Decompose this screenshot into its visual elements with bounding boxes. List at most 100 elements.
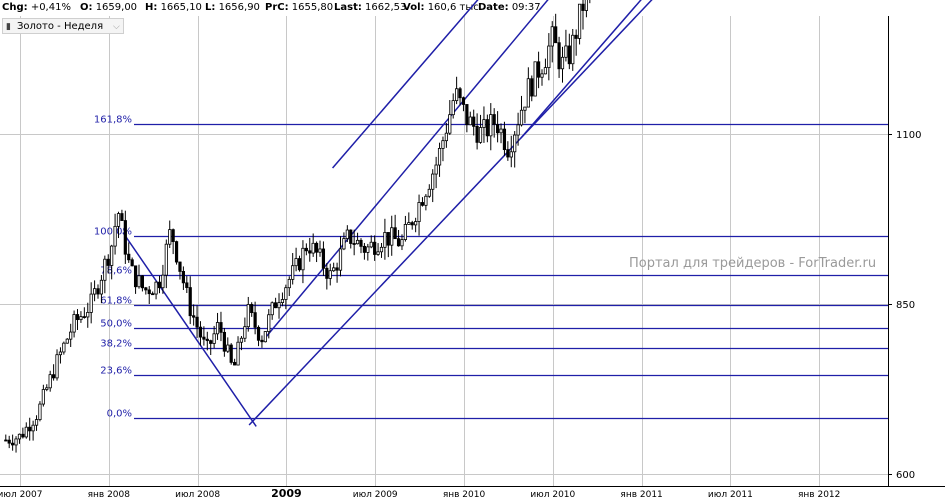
candle-body [465,104,469,126]
grip-icon: ▮ [6,22,11,32]
chevron-down-icon[interactable]: ⌵ [113,22,120,32]
x-tick-label: янв 2010 [443,490,486,500]
candle-body [383,232,387,248]
candle-body [325,267,329,279]
candle-body [215,322,220,335]
candle-body [431,173,435,190]
candle-body [478,127,483,143]
candle-body [335,267,339,271]
candle-body [144,287,148,291]
fib_lower-label: 61,8% [100,296,132,307]
x-tick-label: янв 2008 [88,490,131,500]
candle-body [195,316,199,328]
candle-body [420,202,425,206]
candle-body [92,288,97,295]
candle-body [554,26,558,44]
candle-body [355,239,360,245]
candle-body [427,188,431,197]
candle-body [403,224,407,240]
candle-body [34,419,39,426]
candle-body [567,45,571,65]
candle-body [55,354,59,379]
candle-body [209,340,213,344]
candle-body [530,78,534,97]
candle-body [263,331,267,343]
stat-high: H: 1665,10 [145,2,202,13]
trend-lines [122,0,653,427]
candle-body [407,222,411,225]
x-tick-label: 2009 [271,487,302,500]
candle-body [458,88,462,99]
candle-body [417,202,421,222]
x-tick-label: июл 2010 [530,490,575,500]
grid [0,16,888,486]
candle-body [7,439,11,444]
candle-body [41,389,45,405]
candle-body [233,361,237,366]
candles [4,0,591,453]
candle-body [52,374,56,379]
candle-body [338,248,343,271]
candle-body [379,246,384,253]
candle-body [526,78,530,108]
fib_lower-label: 38,2% [100,339,132,350]
candle-body [451,100,455,116]
candle-body [424,195,428,206]
candle-body [154,281,158,295]
candle-body [198,326,203,338]
candle-body [304,247,308,252]
axes [0,16,945,487]
x-axis-labels: июл 2007 янв 2008 июл 2008 2009 июл 2009 янв … [0,487,840,500]
candle-body [468,116,472,126]
candle-body [147,289,151,295]
candle-body [543,67,548,75]
y-tick-label: 1100 [896,130,921,141]
x-tick-label: июл 2009 [353,490,398,500]
candle-body [14,438,18,446]
chart-title-tab[interactable]: ▮ Золото - Неделя ⌵ [2,18,124,34]
candle-body [523,106,527,111]
candle-body [448,114,452,134]
y-tick-label: 850 [896,300,915,311]
candle-body [72,314,76,333]
candle-body [455,88,459,102]
candle-body [297,258,302,271]
candle-body [574,34,578,39]
x-tick-label: июл 2008 [175,490,220,500]
candle-body [280,299,285,304]
candle-body [342,238,346,250]
candle-body [133,265,138,288]
candle-body [110,245,114,266]
candle-body [294,258,298,267]
x-tick-label: янв 2012 [798,490,840,500]
candle-body [28,426,32,432]
x-tick-label: июл 2007 [0,490,42,500]
candle-body [386,232,390,246]
stat-prc: PrC: 1655,80 [265,2,334,13]
candle-body [250,304,254,314]
candle-body [328,270,332,279]
x-tick-label: янв 2011 [620,490,662,500]
candle-body [137,275,141,288]
candle-body [349,229,353,244]
candle-body [130,259,134,267]
candle-body [489,114,493,137]
stat-vol: Vol: 160,6 тыс. [403,2,482,13]
candle-body [516,124,520,136]
candle-body [506,149,510,158]
stat-open: O: 1659,00 [80,2,138,13]
candle-body [185,282,189,288]
candle-body [352,243,356,245]
candle-body [178,261,182,272]
candle-body [75,314,80,321]
candle-body [485,119,489,137]
candle-body [472,116,476,127]
candle-body [496,123,500,134]
candle-body [434,164,438,175]
candle-body [123,220,127,255]
candle-body [547,45,551,68]
candle-body [536,61,541,78]
stat-chg: Chg: +0,41% [2,2,71,13]
fib_lower-label: 0,0% [107,409,132,420]
